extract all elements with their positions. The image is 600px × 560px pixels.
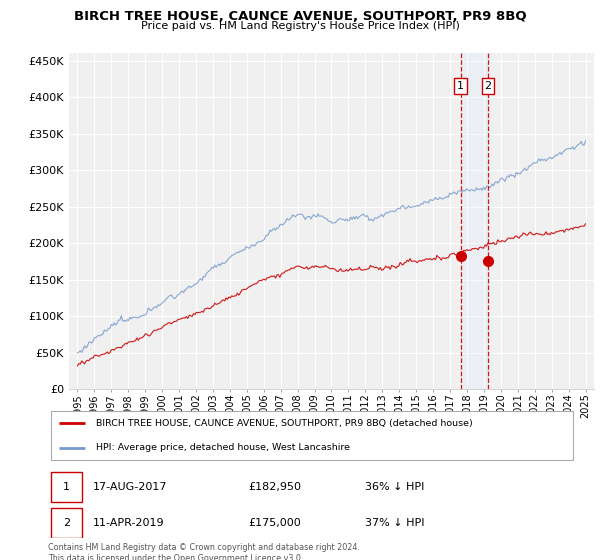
Text: 11-APR-2019: 11-APR-2019 — [93, 518, 164, 528]
FancyBboxPatch shape — [50, 411, 574, 460]
Text: 1: 1 — [63, 482, 70, 492]
Text: 17-AUG-2017: 17-AUG-2017 — [93, 482, 167, 492]
Text: 2: 2 — [63, 518, 70, 528]
Text: BIRCH TREE HOUSE, CAUNCE AVENUE, SOUTHPORT, PR9 8BQ (detached house): BIRCH TREE HOUSE, CAUNCE AVENUE, SOUTHPO… — [95, 419, 472, 428]
Text: Price paid vs. HM Land Registry's House Price Index (HPI): Price paid vs. HM Land Registry's House … — [140, 21, 460, 31]
Text: BIRCH TREE HOUSE, CAUNCE AVENUE, SOUTHPORT, PR9 8BQ: BIRCH TREE HOUSE, CAUNCE AVENUE, SOUTHPO… — [74, 10, 526, 22]
Text: Contains HM Land Registry data © Crown copyright and database right 2024.
This d: Contains HM Land Registry data © Crown c… — [48, 543, 360, 560]
FancyBboxPatch shape — [50, 473, 82, 502]
FancyBboxPatch shape — [50, 508, 82, 538]
Text: 37% ↓ HPI: 37% ↓ HPI — [365, 518, 424, 528]
Text: £175,000: £175,000 — [248, 518, 301, 528]
Text: £182,950: £182,950 — [248, 482, 302, 492]
Text: 36% ↓ HPI: 36% ↓ HPI — [365, 482, 424, 492]
Text: 2: 2 — [485, 81, 492, 91]
Text: HPI: Average price, detached house, West Lancashire: HPI: Average price, detached house, West… — [95, 443, 350, 452]
Bar — [461, 53, 488, 389]
Text: 1: 1 — [457, 81, 464, 91]
